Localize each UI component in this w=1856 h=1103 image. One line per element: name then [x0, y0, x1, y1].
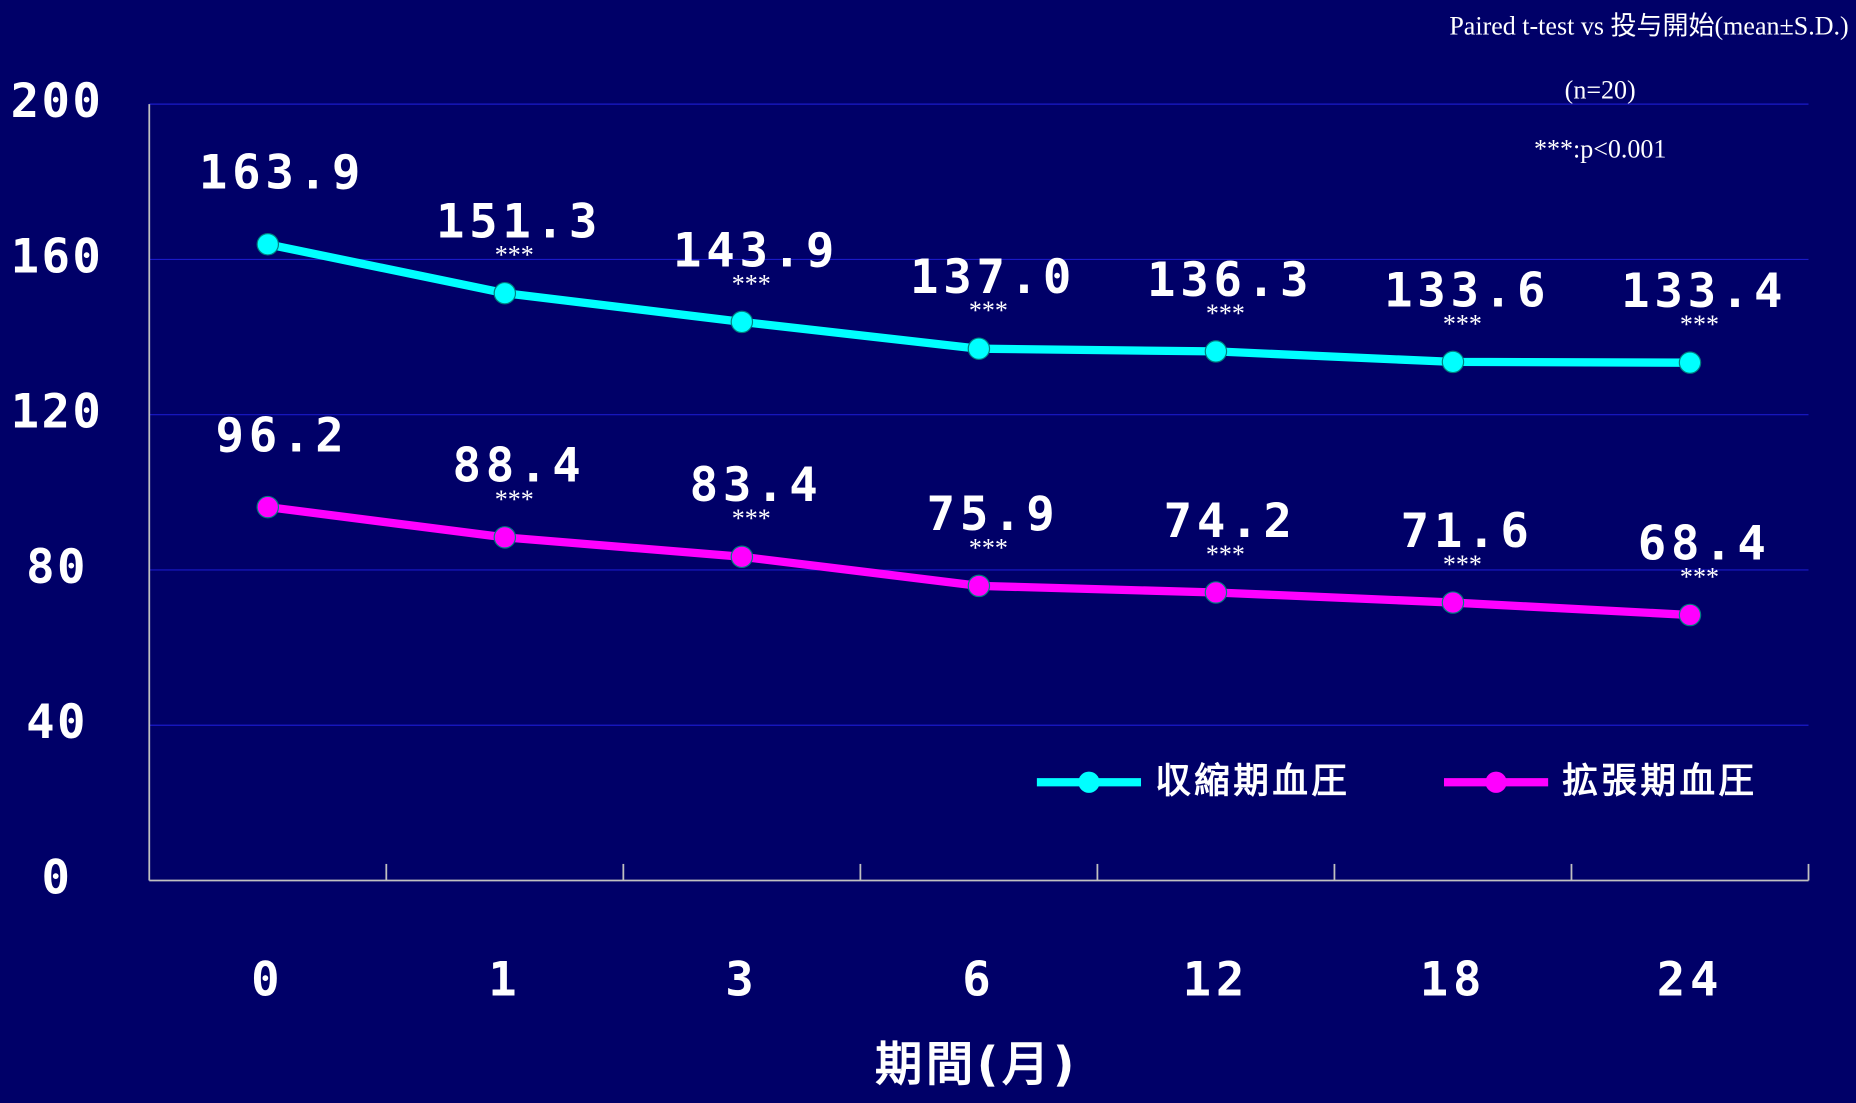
significance-label: *** [1443, 550, 1482, 579]
value-label: 143.9 [673, 223, 839, 278]
data-point [730, 545, 754, 569]
legend-label: 拡張期血圧 [1562, 760, 1757, 801]
x-tick-label: 0 [251, 952, 284, 1007]
significance-label: *** [732, 504, 771, 533]
x-tick-label: 1 [488, 952, 521, 1007]
significance-label: *** [1680, 310, 1719, 339]
data-point [493, 526, 517, 549]
x-axis-label: 期間(月) [875, 1037, 1078, 1092]
data-point [493, 281, 517, 305]
x-tick-label: 12 [1183, 952, 1249, 1007]
significance-label: *** [495, 241, 534, 270]
data-point [256, 233, 280, 256]
significance-label: *** [732, 269, 771, 298]
value-label: 68.4 [1638, 516, 1771, 571]
value-label: 151.3 [436, 195, 602, 250]
value-label: 83.4 [690, 458, 823, 513]
x-tick-label: 3 [725, 952, 758, 1007]
x-tick-label: 24 [1657, 952, 1723, 1007]
value-label: 136.3 [1147, 253, 1313, 308]
value-label: 75.9 [927, 487, 1060, 542]
significance-label: *** [969, 296, 1008, 325]
data-point [1441, 591, 1465, 614]
y-tick-label: 120 [11, 385, 104, 440]
significance-label: *** [495, 485, 534, 514]
data-point [967, 337, 991, 360]
value-label: 133.6 [1384, 263, 1550, 318]
value-label: 133.4 [1621, 264, 1787, 319]
legend-label: 収縮期血圧 [1155, 760, 1350, 801]
legend-marker [1078, 771, 1100, 793]
data-point [1678, 603, 1702, 627]
y-tick-label: 40 [26, 695, 88, 750]
data-point [256, 495, 280, 519]
significance-label: *** [1206, 299, 1245, 328]
y-tick-label: 80 [26, 540, 88, 595]
data-point [1678, 351, 1702, 374]
significance-label: *** [1443, 309, 1482, 338]
legend-marker [1485, 771, 1507, 793]
annotation: Paired t-test vs 投与開始(mean±S.D.) [1449, 11, 1848, 40]
significance-label: *** [1680, 562, 1719, 591]
annotation: ***:p<0.001 [1534, 134, 1666, 163]
x-tick-label: 6 [962, 952, 995, 1007]
significance-label: *** [1206, 540, 1245, 569]
value-label: 163.9 [199, 146, 365, 201]
data-point [730, 310, 754, 334]
data-point [1204, 581, 1228, 604]
significance-label: *** [969, 533, 1008, 562]
x-tick-label: 18 [1420, 952, 1486, 1007]
y-tick-label: 160 [11, 229, 104, 284]
y-tick-label: 0 [42, 851, 73, 906]
data-point [1204, 340, 1228, 363]
annotation: (n=20) [1565, 75, 1636, 104]
data-point [967, 574, 991, 598]
value-label: 74.2 [1164, 494, 1297, 549]
value-label: 96.2 [216, 408, 349, 463]
value-label: 71.6 [1401, 504, 1534, 559]
value-label: 137.0 [910, 250, 1076, 305]
value-label: 88.4 [453, 439, 586, 494]
data-point [1441, 350, 1465, 374]
y-tick-label: 200 [11, 74, 104, 129]
